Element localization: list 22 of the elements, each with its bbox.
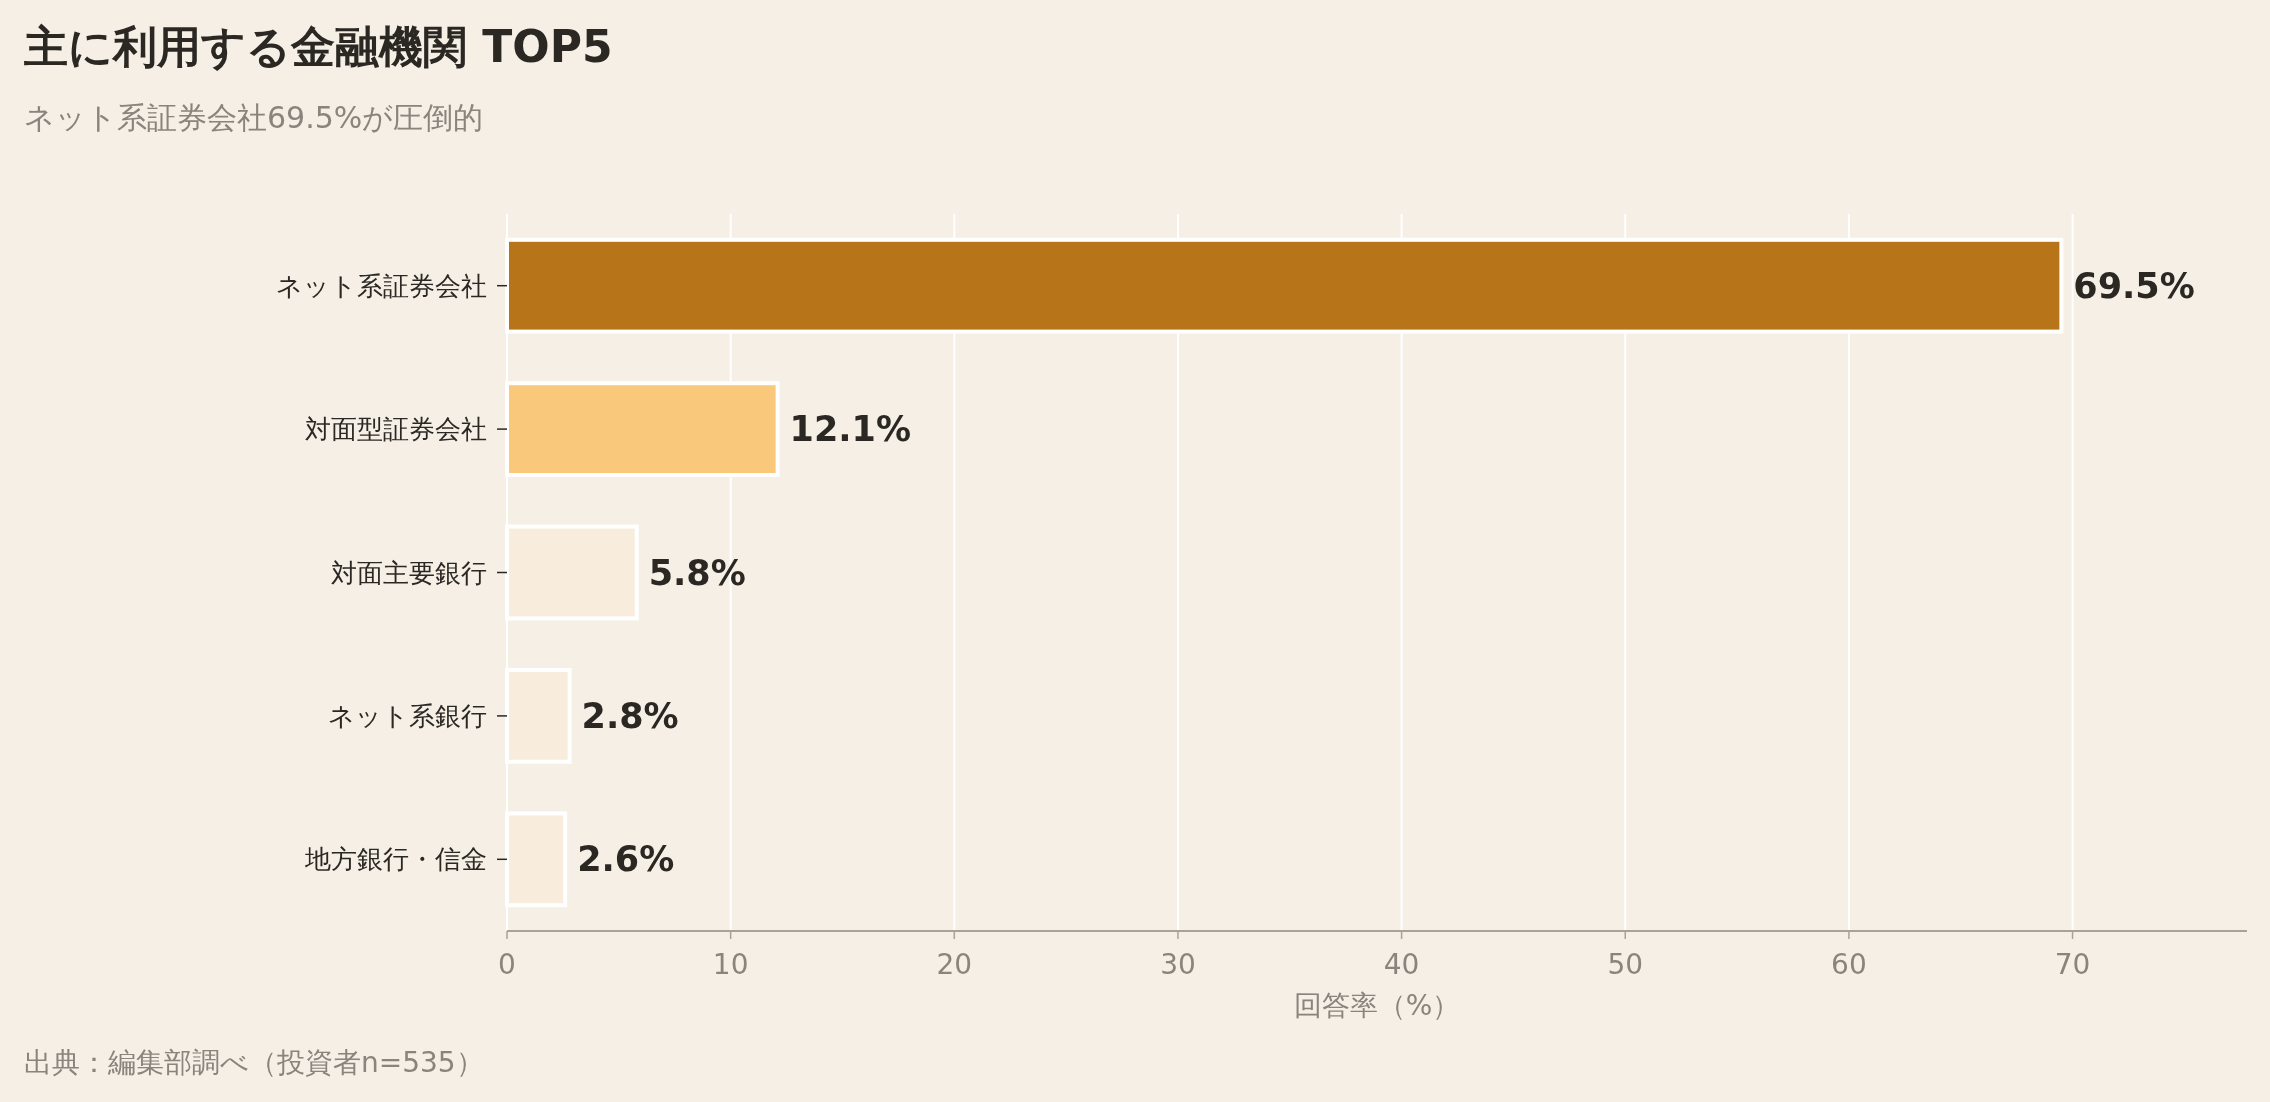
y-tick-label: 地方銀行・信金 [304,844,487,875]
data-label: 69.5% [2073,265,2195,306]
x-tick-label: 30 [1160,948,1196,981]
x-tick-label: 50 [1607,948,1644,981]
y-tick-label: 対面型証券会社 [305,414,487,445]
x-tick-label: 20 [936,948,973,981]
x-tick-label: 40 [1383,948,1420,981]
x-tick-label: 10 [712,948,749,981]
y-tick-label: ネット系証券会社 [276,270,487,301]
y-tick-label: ネット系銀行 [328,700,487,731]
data-label: 2.6% [577,839,675,880]
data-label: 5.8% [648,552,746,593]
x-tick-label: 0 [498,948,516,981]
y-tick-label: 対面主要銀行 [331,557,487,588]
x-tick-label: 60 [1831,948,1867,981]
chart-title: 主に利用する金融機関 TOP5 [23,21,613,72]
text: ネット系証券会社69.5%が圧倒的 [24,100,484,135]
data-label: 12.1% [789,409,912,450]
x-tick-label: 70 [2054,948,2091,981]
x-axis-title: 回答率（%） [1293,989,1461,1022]
data-label: 2.8% [581,695,679,736]
source-note: 出典：編集部調べ（投資者n=535） [24,1046,484,1079]
